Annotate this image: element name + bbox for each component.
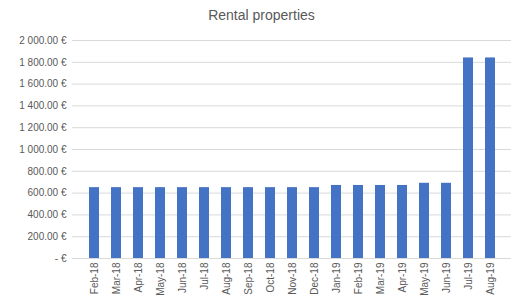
svg-text:1 000.00 €: 1 000.00 € [19,144,67,155]
svg-text:600.00 €: 600.00 € [28,187,67,198]
svg-text:Aug-18: Aug-18 [221,262,232,295]
svg-text:- €: - € [55,253,67,264]
svg-text:Mar-19: Mar-19 [375,262,386,294]
svg-text:Apr-18: Apr-18 [133,262,144,292]
svg-text:May-18: May-18 [155,262,166,296]
svg-text:Jan-19: Jan-19 [331,262,342,293]
svg-text:Apr-19: Apr-19 [397,262,408,292]
svg-text:Jun-18: Jun-18 [177,262,188,293]
svg-text:1 600.00 €: 1 600.00 € [19,78,67,89]
svg-text:Mar-18: Mar-18 [111,262,122,294]
html-text:Rental properties: Rental properties [208,7,315,23]
svg-text:1 200.00 €: 1 200.00 € [19,122,67,133]
svg-text:2 000.00 €: 2 000.00 € [19,35,67,46]
svg-text:400.00 €: 400.00 € [28,209,67,220]
svg-text:1 400.00 €: 1 400.00 € [19,100,67,111]
svg-text:800.00 €: 800.00 € [28,166,67,177]
svg-text:Jul-19: Jul-19 [463,262,474,290]
svg-text:Feb-19: Feb-19 [353,262,364,294]
svg-text:200.00 €: 200.00 € [28,231,67,242]
svg-text:1 800.00 €: 1 800.00 € [19,57,67,68]
svg-text:Jul-18: Jul-18 [199,262,210,290]
svg-text:May-19: May-19 [419,262,430,296]
svg-text:Jun-19: Jun-19 [441,262,452,293]
svg-text:Aug-19: Aug-19 [485,262,496,295]
svg-text:Oct-18: Oct-18 [265,262,276,292]
svg-text:Nov-18: Nov-18 [287,262,298,295]
svg-text:Dec-18: Dec-18 [309,262,320,295]
svg-text:Feb-18: Feb-18 [89,262,100,294]
svg-text:Sep-18: Sep-18 [243,262,254,295]
